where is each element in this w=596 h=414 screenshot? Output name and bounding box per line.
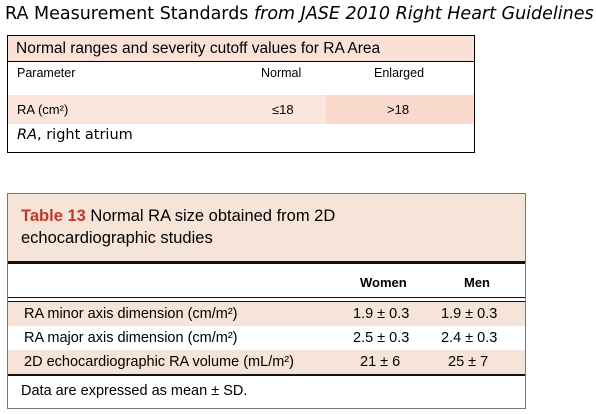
row-women: 2.5 ± 0.3 — [353, 330, 410, 346]
heading-source: from JASE 2010 Right Heart Guidelines — [253, 4, 594, 24]
cell-enlarged: >18 — [387, 102, 410, 117]
row-label: 2D echocardiographic RA volume (mL/m²) — [24, 354, 294, 370]
cell-parameter: RA (cm²) — [17, 102, 69, 117]
header-men: Men — [464, 275, 490, 290]
table-row: 2D echocardiographic RA volume (mL/m²) 2… — [8, 350, 525, 374]
ra-size-table-header: Women Men — [8, 264, 525, 297]
heading-main: RA Measurement Standards — [5, 4, 254, 24]
row-women: 21 ± 6 — [360, 354, 401, 370]
row-women: 1.9 ± 0.3 — [353, 306, 410, 322]
row-men: 1.9 ± 0.3 — [441, 306, 498, 322]
page-heading: RA Measurement Standards from JASE 2010 … — [5, 4, 594, 24]
table-title-line2: echocardiographic studies — [21, 229, 213, 247]
header-women: Women — [360, 275, 407, 290]
header-normal: Normal — [261, 66, 302, 80]
ra-area-table-title: Normal ranges and severity cutoff values… — [8, 36, 474, 62]
ra-area-footnote: RA, right atrium — [8, 124, 474, 143]
table-row: RA minor axis dimension (cm/m²) 1.9 ± 0.… — [8, 302, 525, 326]
row-men: 2.4 ± 0.3 — [441, 330, 498, 346]
ra-size-table-title: Table 13 Normal RA size obtained from 2D… — [8, 194, 525, 261]
cell-normal: ≤18 — [272, 102, 294, 117]
table-title-text: Normal RA size obtained from 2D — [85, 207, 336, 225]
header-enlarged: Enlarged — [374, 66, 425, 80]
table-row: RA (cm²) ≤18 >18 — [8, 95, 474, 124]
ra-size-table: Table 13 Normal RA size obtained from 2D… — [7, 193, 526, 409]
footnote-text: , right atrium — [37, 127, 133, 143]
table-number: Table 13 — [21, 207, 86, 225]
ra-area-table-header: Parameter Normal Enlarged — [8, 62, 474, 84]
ra-size-footnote: Data are expressed as mean ± SD. — [21, 382, 248, 399]
table-row: RA major axis dimension (cm/m²) 2.5 ± 0.… — [8, 326, 525, 350]
row-label: RA major axis dimension (cm/m²) — [24, 330, 238, 346]
row-men: 25 ± 7 — [448, 354, 489, 370]
row-label: RA minor axis dimension (cm/m²) — [24, 306, 238, 322]
footnote-abbr: RA — [17, 127, 37, 143]
ra-area-table: Normal ranges and severity cutoff values… — [7, 35, 475, 153]
header-parameter: Parameter — [17, 66, 76, 80]
